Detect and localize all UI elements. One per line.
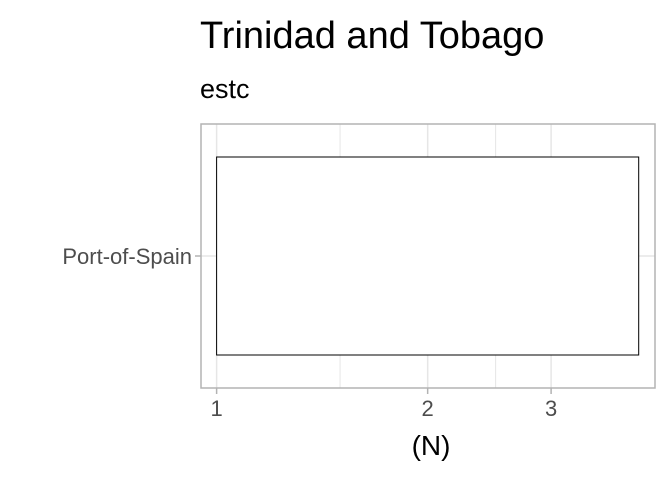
x-axis-title: (N) — [412, 430, 451, 461]
y-axis: Port-of-Spain — [62, 244, 201, 269]
bars — [216, 156, 640, 356]
x-axis: 1 2 3 — [210, 388, 557, 421]
x-tick-label: 2 — [422, 396, 434, 421]
chart-title: Trinidad and Tobago — [200, 15, 544, 57]
x-tick-label: 1 — [210, 396, 222, 421]
x-tick-label: 3 — [545, 396, 557, 421]
y-tick-label: Port-of-Spain — [62, 244, 192, 269]
chart-subtitle: estc — [200, 74, 250, 104]
bar-port-of-spain — [216, 156, 640, 356]
